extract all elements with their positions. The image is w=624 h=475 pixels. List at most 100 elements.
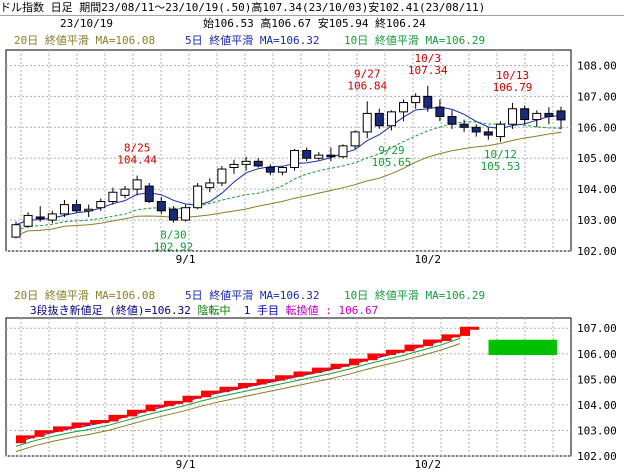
annotation-date: 9/27	[354, 67, 381, 80]
y-tick-label: 108.00	[577, 59, 617, 72]
y-tick-label: 102.00	[577, 450, 617, 463]
renko-block	[404, 346, 415, 352]
annotation-date: 8/25	[124, 142, 151, 155]
y-tick-label: 104.00	[577, 183, 617, 196]
top-legend-ma5: 5日 終値平滑 MA=106.32	[185, 34, 320, 47]
renko-ma10-line	[15, 337, 461, 447]
annotation-date: 8/30	[160, 229, 187, 242]
header-ohlc-values: 始106.53 高106.67 安105.94 終106.24	[202, 17, 426, 30]
candle-body	[520, 108, 530, 121]
annotation-value: 106.79	[493, 81, 533, 94]
renko-block	[127, 411, 137, 417]
candle-body	[350, 131, 360, 147]
header-date: 23/10/19	[60, 17, 113, 30]
candle-body	[374, 112, 384, 127]
candle-body	[11, 224, 21, 238]
reversal-box	[488, 339, 557, 356]
annotation-date: 10/12	[484, 148, 517, 161]
x-tick-label: 10/2	[415, 458, 442, 471]
y-tick-label: 106.00	[577, 348, 617, 361]
ma20-line	[15, 131, 562, 236]
renko-status: 陰転中	[197, 304, 231, 317]
bottom-legend-ma10: 10日 終値平滑 MA=106.29	[344, 289, 486, 302]
candle-body	[253, 160, 263, 167]
candle-body	[556, 110, 566, 121]
plot-frame	[5, 49, 572, 252]
candle-body	[411, 95, 421, 104]
renko-label: 3段抜き新値足 (終値)=106.32	[30, 304, 191, 317]
candle-body	[386, 111, 396, 127]
candle-body	[205, 182, 215, 189]
candle-body	[47, 213, 57, 221]
top-legend-ma10: 10日 終値平滑 MA=106.29	[344, 34, 486, 47]
renko-block	[34, 431, 45, 437]
annotation-date: 10/13	[496, 69, 529, 82]
candle-body	[241, 160, 251, 165]
candle-body	[483, 131, 493, 136]
candle-body	[544, 112, 554, 117]
annotation-date: 10/3	[415, 52, 442, 65]
y-tick-label: 107.00	[577, 322, 617, 335]
annotation-value: 104.44	[117, 154, 157, 167]
x-tick-label: 9/1	[176, 458, 196, 471]
annotation-value: 105.53	[481, 160, 521, 173]
candle-body	[144, 185, 154, 203]
candle-body	[59, 204, 69, 215]
renko-block	[256, 380, 267, 385]
candle-body	[96, 201, 106, 209]
ma10-line	[15, 121, 562, 232]
candle-body	[181, 207, 191, 221]
y-tick-label: 103.00	[577, 424, 617, 437]
candle-body	[423, 95, 433, 108]
renko-block	[53, 427, 63, 432]
y-tick-label: 104.00	[577, 399, 617, 412]
candle-body	[508, 108, 518, 125]
candle-body	[532, 112, 542, 121]
renko-block	[182, 397, 193, 403]
candle-body	[338, 145, 348, 158]
renko-block	[219, 388, 230, 393]
candle-body	[108, 191, 118, 203]
renko-block	[460, 328, 470, 336]
renko-block	[108, 416, 119, 422]
renko-block	[164, 402, 174, 407]
candle-body	[435, 106, 445, 117]
renko-block	[312, 369, 322, 373]
renko-block	[275, 376, 285, 381]
candle-body	[290, 150, 300, 169]
renko-block	[349, 360, 359, 366]
candle-body	[120, 188, 130, 196]
ma5-line	[15, 106, 562, 226]
renko-block	[386, 351, 396, 356]
candle-body	[72, 204, 82, 212]
annotation-value: 107.34	[408, 64, 448, 77]
renko-reversal: 転換値 : 106.67	[285, 304, 379, 317]
renko-step: 1 手目	[243, 304, 279, 317]
renko-block	[367, 355, 378, 361]
candle-body	[314, 154, 324, 159]
candle-body	[35, 216, 45, 220]
candle-body	[217, 168, 227, 184]
candle-body	[459, 123, 469, 128]
y-tick-label: 103.00	[577, 214, 617, 227]
renko-block	[330, 365, 341, 370]
candle-body	[362, 112, 372, 133]
renko-block	[71, 424, 82, 428]
candle-body	[229, 163, 239, 169]
renko-block	[16, 436, 26, 444]
renko-block	[441, 335, 452, 341]
renko-block	[238, 384, 248, 389]
y-tick-label: 105.00	[577, 373, 617, 386]
chart-header-period: ドル指数 日足 期間23/08/11〜23/10/19(.50)高107.34(…	[0, 0, 624, 16]
plot-frame	[5, 317, 572, 457]
renko-ma20-line	[15, 343, 461, 452]
candle-body	[156, 201, 166, 212]
annotation-value: 102.92	[154, 241, 194, 254]
candle-body	[447, 115, 457, 125]
x-tick-label: 9/1	[176, 253, 196, 266]
renko-block	[201, 392, 211, 398]
annotation-value: 105.65	[372, 156, 412, 169]
renko-block	[293, 372, 304, 377]
y-tick-label: 107.00	[577, 90, 617, 103]
